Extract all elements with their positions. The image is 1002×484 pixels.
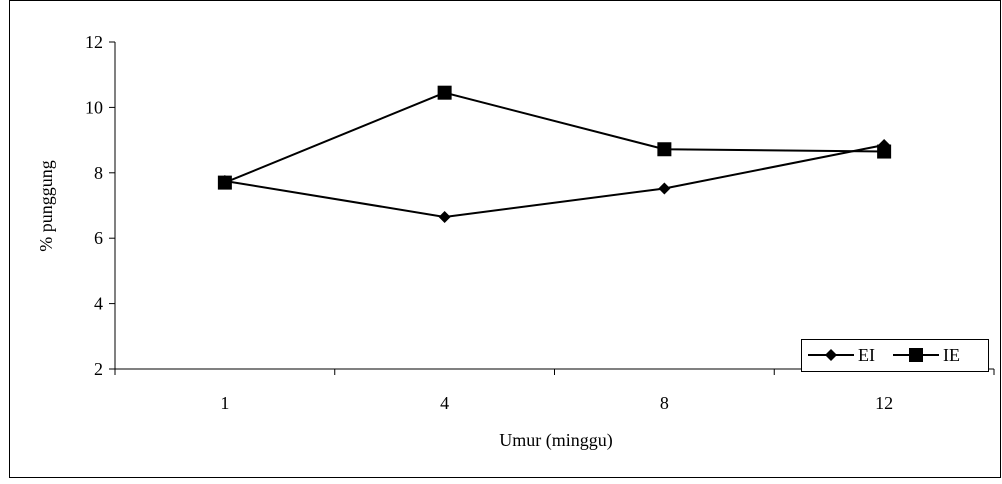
x-tick-label: 12 [875, 393, 893, 413]
legend-label: IE [943, 345, 960, 365]
y-tick-label: 6 [94, 228, 103, 248]
data-point-ie [217, 175, 232, 190]
legend-label: EI [858, 345, 875, 365]
x-tick-label: 1 [220, 393, 229, 413]
legend-marker [825, 349, 837, 361]
x-axis-title: Umur (minggu) [499, 430, 612, 451]
y-axis-title: % punggung [36, 160, 56, 252]
y-tick-label: 10 [85, 97, 103, 117]
x-axis-ticks: 1 4 8 12 [114, 369, 995, 413]
legend-marker [909, 348, 923, 362]
legend: EI IE [801, 339, 989, 372]
y-tick-label: 12 [85, 32, 103, 52]
chart-border [9, 0, 1001, 478]
y-tick-label: 4 [94, 294, 103, 314]
data-point-ie [877, 144, 892, 159]
x-tick-label: 8 [660, 393, 669, 413]
data-point-ei [658, 182, 671, 195]
series-line-ei [224, 144, 885, 218]
y-tick-label: 2 [94, 359, 103, 379]
legend-item-ie: IE [893, 345, 960, 365]
data-point-ie [657, 142, 672, 157]
x-tick-label: 4 [440, 393, 449, 413]
y-tick-label: 8 [94, 163, 103, 183]
legend-item-ei: EI [808, 345, 875, 365]
series-ie [224, 91, 885, 184]
series-line-ie [224, 91, 885, 184]
data-point-ie [437, 85, 452, 100]
series-layer [217, 85, 892, 223]
series-ei [224, 144, 885, 218]
series-points-ie [217, 85, 892, 190]
data-point-ei [438, 210, 451, 223]
y-axis-ticks: 2 4 6 8 10 12 [85, 32, 115, 379]
